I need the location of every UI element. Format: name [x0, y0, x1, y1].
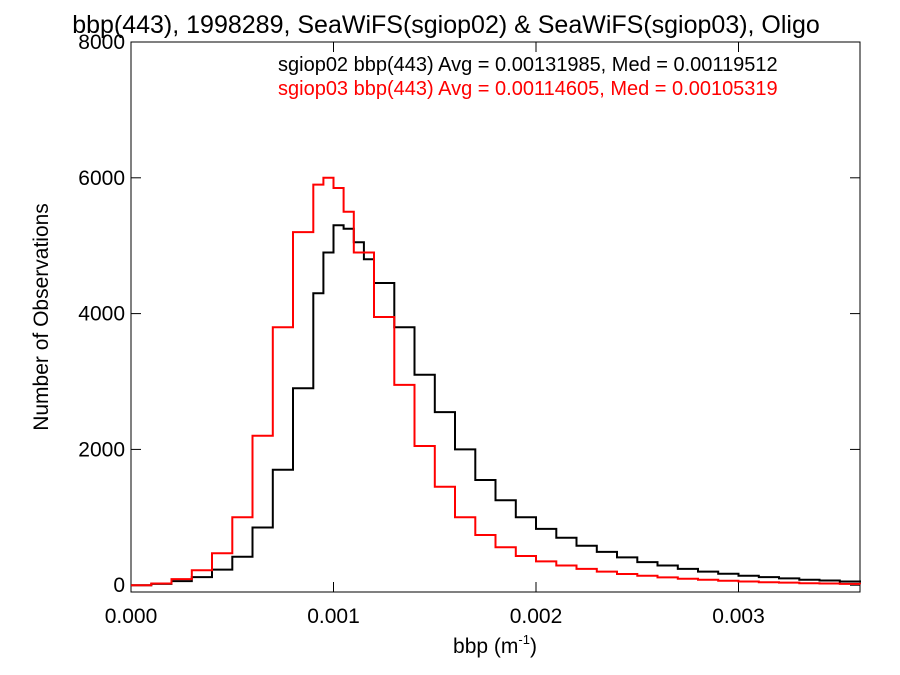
stats-annotation-2: sgiop03 bbp(443) Avg = 0.00114605, Med =… — [278, 78, 778, 100]
x-axis-label-unit-exponent: -1 — [518, 632, 530, 647]
x-tick-label: 0.002 — [510, 605, 563, 628]
x-tick-label: 0.001 — [307, 605, 360, 628]
x-axis-label-main: bbp (m — [453, 635, 518, 658]
x-tick-label: 0.000 — [105, 605, 158, 628]
x-axis-label: bbp (m-1) — [453, 632, 537, 658]
x-tick-label: 0.003 — [712, 605, 765, 628]
y-axis: 0 2000 4000 6000 8000 — [78, 31, 860, 597]
chart-title: bbp(443), 1998289, SeaWiFS(sgiop02) & Se… — [72, 11, 820, 39]
stats-annotation-1: sgiop02 bbp(443) Avg = 0.00131985, Med =… — [278, 54, 778, 76]
series-line-2 — [131, 176, 861, 587]
y-tick-label: 0 — [113, 574, 125, 597]
plot-frame — [130, 41, 861, 593]
annotations: sgiop02 bbp(443) Avg = 0.00131985, Med =… — [278, 54, 778, 100]
y-tick-label: 8000 — [78, 31, 125, 54]
y-tick-label: 6000 — [78, 167, 125, 190]
series-layer — [131, 176, 861, 587]
y-tick-label: 2000 — [78, 438, 125, 461]
x-axis-label-close: ) — [530, 635, 537, 658]
series-line-1 — [131, 224, 861, 587]
y-axis-label: Number of Observations — [30, 203, 53, 431]
x-axis: 0.000 0.001 0.002 0.003 — [105, 42, 765, 628]
y-tick-label: 4000 — [78, 303, 125, 326]
